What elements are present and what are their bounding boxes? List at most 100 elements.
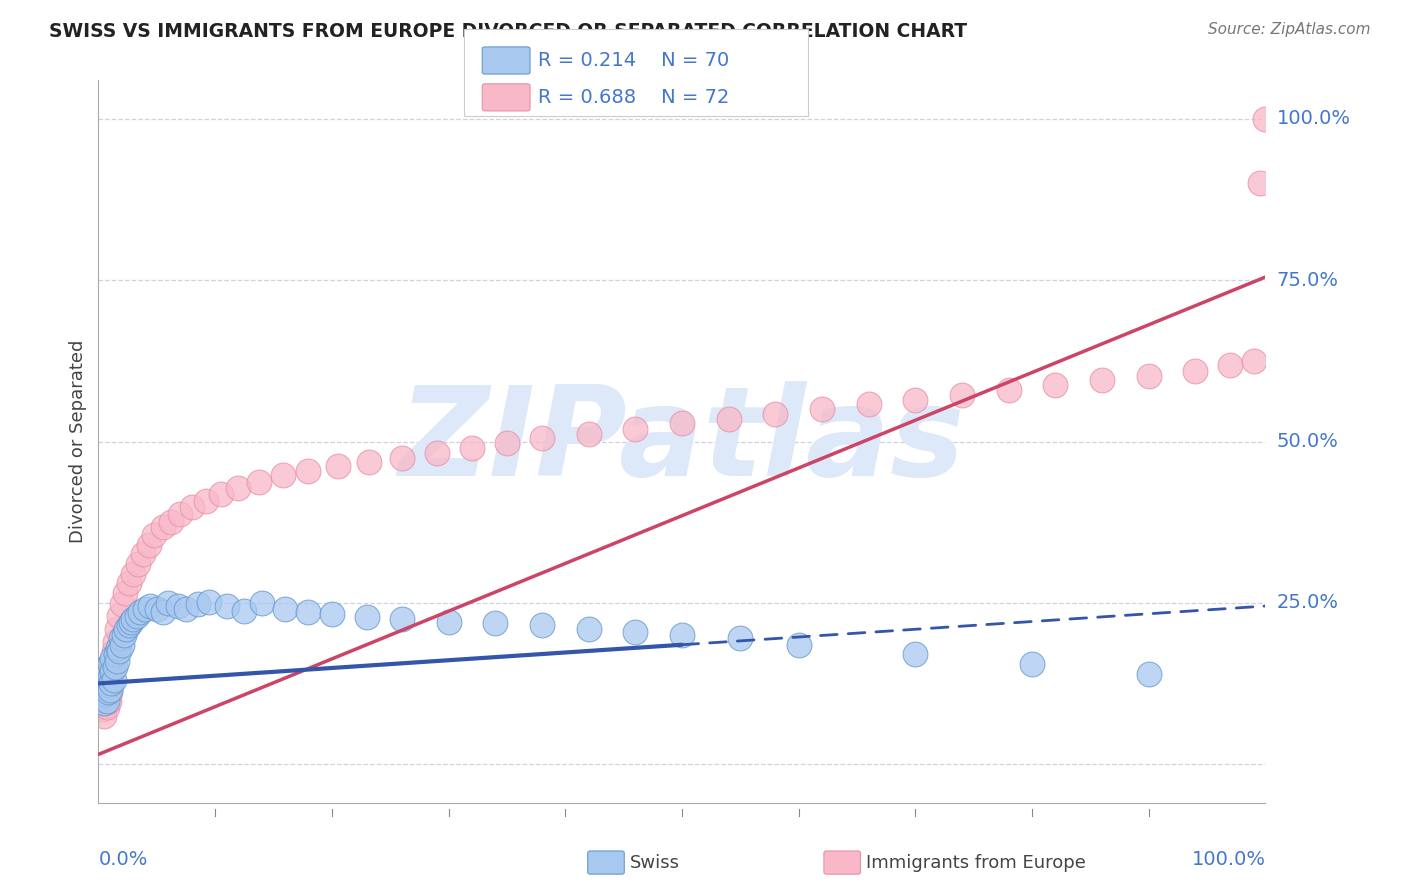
Point xyxy=(96,700,118,714)
Point xyxy=(107,640,129,655)
Point xyxy=(496,435,519,450)
Point xyxy=(129,606,152,620)
Point xyxy=(90,696,112,710)
Point xyxy=(152,606,174,620)
Point xyxy=(1254,112,1277,126)
Point xyxy=(94,687,117,701)
Point xyxy=(578,426,600,441)
Point xyxy=(356,610,378,624)
Point xyxy=(671,417,693,431)
Point xyxy=(98,657,121,672)
Point xyxy=(108,608,131,623)
Point xyxy=(97,694,120,708)
Point xyxy=(101,650,124,665)
Point xyxy=(169,507,191,521)
Point xyxy=(104,634,127,648)
Point xyxy=(391,612,413,626)
Point xyxy=(96,687,118,701)
Point xyxy=(904,392,927,407)
Point xyxy=(1045,377,1067,392)
Point xyxy=(1249,177,1271,191)
Point xyxy=(94,670,117,684)
Point xyxy=(94,662,117,676)
Point xyxy=(118,576,141,591)
Point xyxy=(127,557,149,571)
Point xyxy=(1091,373,1114,387)
Point xyxy=(180,500,202,515)
Text: Immigrants from Europe: Immigrants from Europe xyxy=(866,854,1085,871)
Point xyxy=(1021,657,1043,672)
Point xyxy=(112,628,135,642)
Point xyxy=(215,599,238,613)
Point xyxy=(228,481,250,495)
Point xyxy=(93,670,115,684)
Point xyxy=(274,602,297,616)
Point xyxy=(624,422,647,436)
Point xyxy=(90,681,112,695)
Point xyxy=(125,608,148,623)
Point xyxy=(904,648,927,662)
Point xyxy=(97,659,120,673)
Point xyxy=(730,632,752,646)
Point xyxy=(90,680,112,694)
Point xyxy=(101,664,124,678)
Point xyxy=(94,696,117,710)
Text: 100.0%: 100.0% xyxy=(1191,850,1265,869)
Point xyxy=(437,615,460,630)
Text: ZIPatlas: ZIPatlas xyxy=(399,381,965,502)
Point xyxy=(787,638,810,652)
Text: 25.0%: 25.0% xyxy=(1277,593,1339,612)
Point xyxy=(93,685,115,699)
Point xyxy=(100,662,122,676)
Point xyxy=(97,672,120,686)
Point xyxy=(271,468,294,483)
Point xyxy=(91,690,114,704)
Point xyxy=(1219,359,1241,373)
Point xyxy=(297,464,319,478)
Point xyxy=(250,596,273,610)
Point xyxy=(858,397,880,411)
Point xyxy=(1137,368,1160,383)
Point xyxy=(93,694,115,708)
Point xyxy=(359,455,381,469)
Point xyxy=(461,441,484,455)
Point xyxy=(94,674,117,689)
Point xyxy=(96,674,118,689)
Point xyxy=(93,686,115,700)
Point xyxy=(811,402,834,417)
Point xyxy=(717,412,740,426)
Point xyxy=(159,515,181,529)
Point xyxy=(103,673,125,688)
Point xyxy=(103,644,125,658)
Point xyxy=(97,678,120,692)
Point xyxy=(194,494,217,508)
Point xyxy=(93,682,115,697)
Point xyxy=(763,408,786,422)
Text: R = 0.688    N = 72: R = 0.688 N = 72 xyxy=(538,88,730,107)
Point xyxy=(209,487,232,501)
Text: Swiss: Swiss xyxy=(630,854,681,871)
Text: SWISS VS IMMIGRANTS FROM EUROPE DIVORCED OR SEPARATED CORRELATION CHART: SWISS VS IMMIGRANTS FROM EUROPE DIVORCED… xyxy=(49,22,967,41)
Point xyxy=(97,678,120,692)
Point xyxy=(93,708,115,723)
Y-axis label: Divorced or Separated: Divorced or Separated xyxy=(69,340,87,543)
Point xyxy=(152,519,174,533)
Point xyxy=(91,702,114,716)
Point xyxy=(91,676,114,690)
Point xyxy=(391,450,413,465)
Point xyxy=(98,672,121,686)
Point xyxy=(134,602,156,616)
Point xyxy=(96,694,118,708)
Point xyxy=(96,668,118,682)
Text: 50.0%: 50.0% xyxy=(1277,432,1339,451)
Point xyxy=(1184,363,1206,377)
Point xyxy=(426,446,449,460)
Point xyxy=(104,648,127,662)
Point xyxy=(98,670,121,684)
Point xyxy=(91,676,114,690)
Point xyxy=(111,638,134,652)
Point xyxy=(146,602,169,616)
Point xyxy=(93,696,115,710)
Point xyxy=(138,538,160,552)
Point xyxy=(997,383,1019,397)
